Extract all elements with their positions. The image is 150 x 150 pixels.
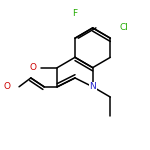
Text: F: F — [72, 9, 78, 18]
Text: N: N — [89, 82, 96, 91]
Text: O: O — [30, 63, 37, 72]
Text: O: O — [3, 82, 10, 91]
Text: Cl: Cl — [119, 23, 128, 32]
